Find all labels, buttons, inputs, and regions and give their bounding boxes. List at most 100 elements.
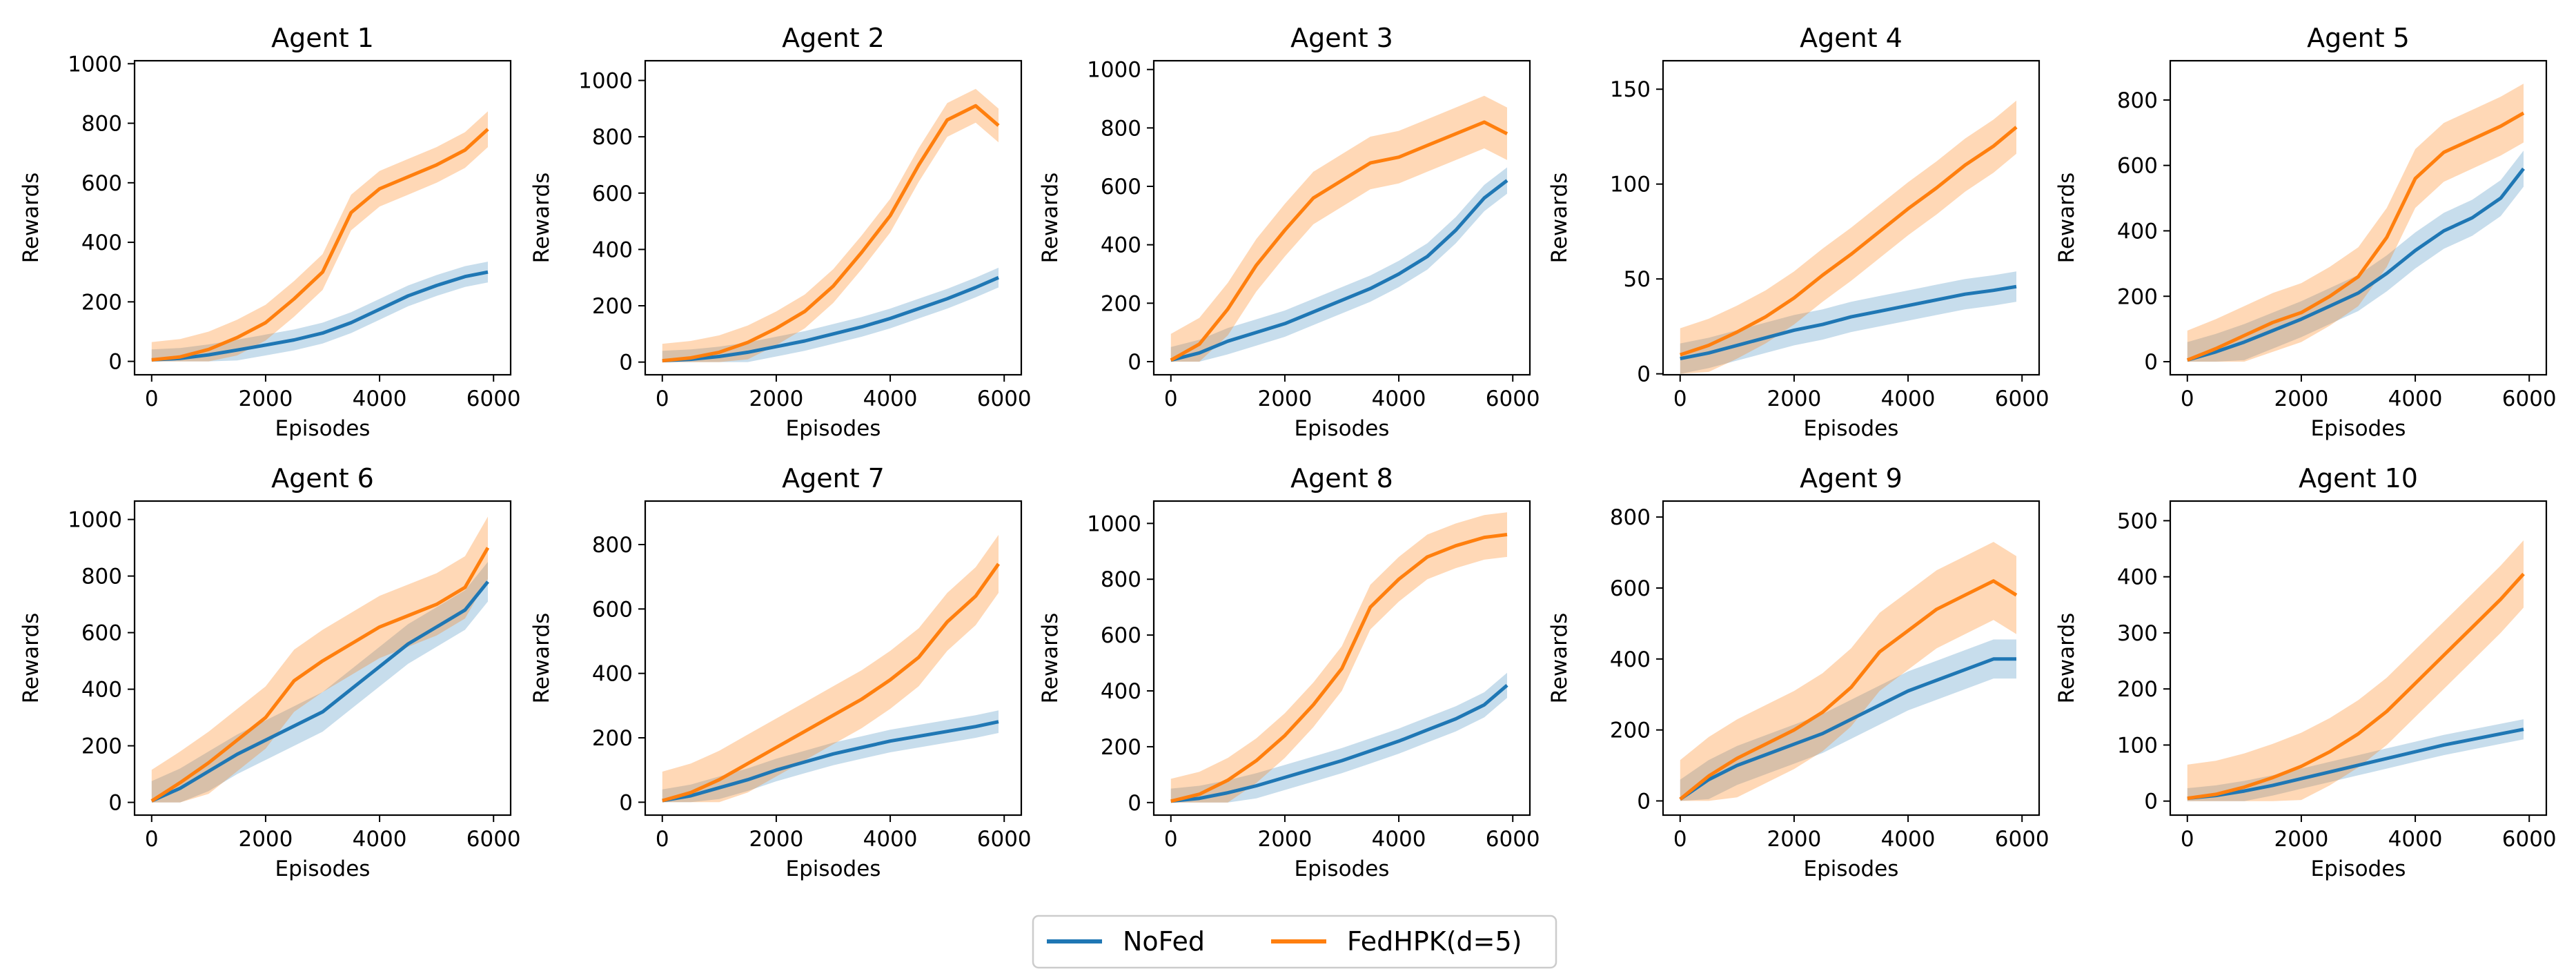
- line-nofed: [151, 270, 489, 362]
- y-tick-label: 400: [2117, 219, 2158, 244]
- subplot-agent-6: 0 2000 4000 6000 0 200 400 600 800 1000 Agent 6 Epi…: [19, 463, 521, 881]
- x-tick-label: 4000: [1881, 387, 1936, 411]
- band-fedhpk-d-5-: [1170, 95, 1507, 362]
- y-tick-label: 200: [592, 294, 633, 319]
- line-fedhpk-d-5-: [151, 128, 489, 362]
- line-fedhpk-d-5-: [1170, 120, 1508, 362]
- y-tick-label: 1000: [1087, 511, 1141, 536]
- axes-frame: [1152, 59, 1531, 376]
- y-axis-label: Rewards: [1547, 173, 1572, 264]
- subplot-agent-8: 0 2000 4000 6000 0 200 400 600 800 1000 Agent 8 Epi…: [1038, 463, 1540, 881]
- y-tick-label: 0: [1637, 362, 1651, 387]
- y-tick-label: 150: [1610, 77, 1651, 102]
- axes-frame: [2169, 59, 2548, 376]
- subplot-title: Agent 7: [782, 463, 885, 493]
- x-tick-label: 0: [1673, 387, 1687, 411]
- axes-frame: [1662, 500, 2041, 816]
- plot-area: [2186, 84, 2525, 362]
- x-tick-label: 4000: [2388, 827, 2443, 852]
- subplot-agent-5: 0 2000 4000 6000 0 200 400 600 800 Agent 5 Episode…: [2054, 23, 2557, 441]
- y-axis-label: Rewards: [2054, 613, 2079, 704]
- y-tick-label: 800: [1101, 116, 1141, 141]
- band-fedhpk-d-5-: [2187, 84, 2524, 362]
- y-tick-label: 400: [81, 231, 122, 255]
- y-tick-label: 600: [81, 171, 122, 196]
- y-tick-label: 800: [1101, 567, 1141, 592]
- x-tick-label: 6000: [1486, 827, 1540, 852]
- subplot-agent-2: 0 2000 4000 6000 0 200 400 600 800 1000 Agent 2 Epi…: [529, 23, 1032, 441]
- subplot-agent-1: 0 2000 4000 6000 0 200 400 600 800 1000 Agent 1 Epi…: [19, 23, 521, 441]
- line-fedhpk-d-5-: [150, 547, 490, 803]
- y-tick-label: 0: [108, 350, 122, 375]
- band-nofed: [2187, 150, 2524, 362]
- x-tick-label: 2000: [238, 827, 293, 852]
- x-tick-label: 4000: [353, 387, 407, 411]
- subplot-title: Agent 4: [1800, 23, 1902, 53]
- x-tick-label: 2000: [1767, 827, 1821, 852]
- band-nofed: [2187, 719, 2524, 801]
- y-axis-label: Rewards: [1547, 613, 1572, 704]
- x-axis-label: Episodes: [275, 857, 371, 881]
- x-tick-label: 0: [1673, 827, 1687, 852]
- band-fedhpk-d-5-: [1680, 100, 2016, 374]
- y-axis-label: Rewards: [19, 613, 43, 704]
- x-axis-label: Episodes: [786, 857, 881, 881]
- plot-area: [151, 111, 489, 362]
- band-fedhpk-d-5-: [151, 516, 489, 803]
- y-tick-label: 400: [81, 678, 122, 703]
- x-tick-label: 4000: [863, 387, 918, 411]
- x-tick-label: 6000: [977, 387, 1032, 411]
- y-tick-label: 0: [619, 790, 633, 815]
- y-tick-label: 1000: [68, 52, 122, 77]
- axes-frame: [133, 59, 512, 376]
- subplot-title: Agent 1: [271, 23, 374, 53]
- x-tick-label: 6000: [1995, 387, 2049, 411]
- x-tick-label: 6000: [466, 387, 521, 411]
- x-axis-label: Episodes: [1295, 416, 1390, 441]
- x-tick-label: 6000: [1486, 387, 1540, 411]
- subplot-title: Agent 10: [2299, 463, 2418, 493]
- line-fedhpk-d-5-: [2187, 572, 2525, 801]
- subplot-agent-3: 0 2000 4000 6000 0 200 400 600 800 1000 Agent 3 Epi…: [1038, 23, 1540, 441]
- y-tick-label: 800: [592, 125, 633, 150]
- y-tick-label: 800: [81, 565, 122, 589]
- line-nofed: [2187, 727, 2524, 801]
- line-nofed: [1170, 683, 1508, 803]
- y-tick-label: 200: [1101, 291, 1141, 316]
- plot-area: [662, 88, 1000, 363]
- x-tick-label: 4000: [2388, 387, 2443, 411]
- subplot-title: Agent 6: [271, 463, 374, 493]
- y-tick-label: 300: [2117, 621, 2158, 646]
- y-tick-label: 600: [1101, 623, 1141, 648]
- y-tick-label: 600: [81, 621, 122, 646]
- legend: NoFed FedHPK(d=5): [1032, 915, 1557, 969]
- subplot-agent-4: 0 2000 4000 6000 0 50 100 150 Agent 4 Episodes Rew…: [1547, 23, 2049, 441]
- y-tick-label: 200: [2117, 677, 2158, 702]
- y-tick-label: 800: [2117, 88, 2158, 113]
- x-tick-label: 4000: [863, 827, 918, 852]
- band-fedhpk-d-5-: [662, 535, 999, 803]
- y-tick-label: 0: [619, 351, 633, 375]
- y-tick-label: 400: [592, 662, 633, 687]
- subplot-agent-10: 0 2000 4000 6000 0 100 200 300 400 500 Agent 10 Epi…: [2054, 463, 2557, 881]
- x-tick-label: 0: [656, 827, 669, 852]
- y-axis-label: Rewards: [2054, 173, 2079, 264]
- x-tick-label: 6000: [2502, 827, 2557, 852]
- y-tick-label: 800: [81, 112, 122, 137]
- y-tick-label: 200: [81, 734, 122, 759]
- y-tick-label: 400: [1101, 679, 1141, 704]
- line-nofed: [1679, 657, 2016, 801]
- axes-frame: [133, 500, 512, 816]
- line-nofed: [2187, 167, 2525, 362]
- y-tick-label: 0: [1637, 789, 1651, 814]
- legend-label-nofed: NoFed: [1123, 926, 1205, 957]
- x-tick-label: 2000: [1257, 827, 1312, 852]
- x-tick-label: 4000: [1372, 387, 1426, 411]
- x-axis-label: Episodes: [2311, 857, 2406, 881]
- subplot-title: Agent 3: [1290, 23, 1393, 53]
- y-tick-label: 600: [592, 182, 633, 206]
- x-tick-label: 4000: [1372, 827, 1426, 852]
- axes-frame: [644, 500, 1023, 816]
- x-tick-label: 2000: [749, 827, 803, 852]
- x-tick-label: 2000: [238, 387, 293, 411]
